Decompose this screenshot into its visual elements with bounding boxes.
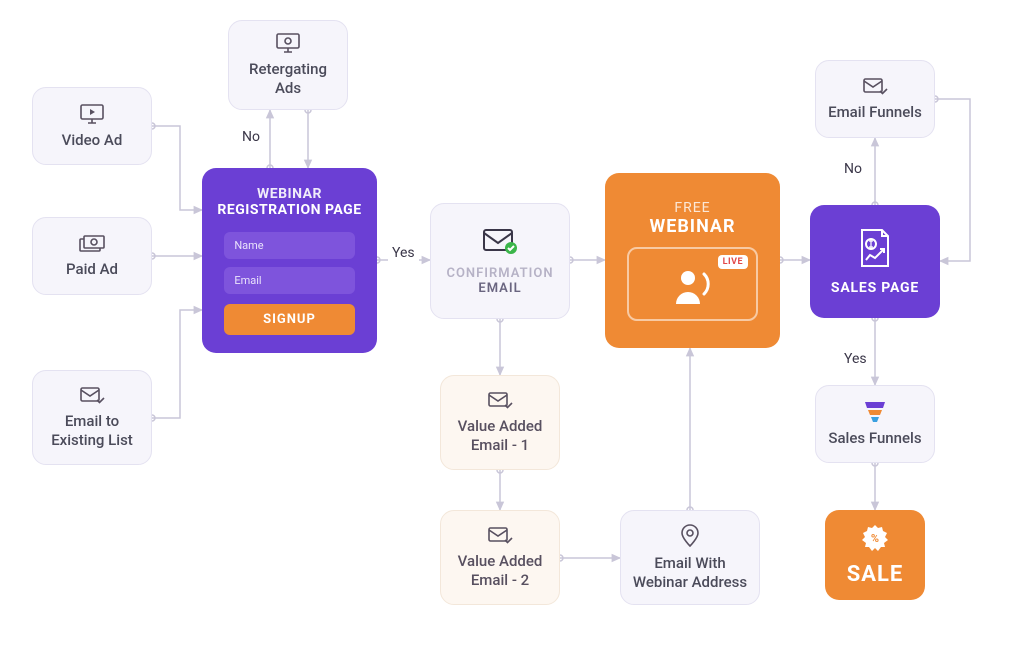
edge-label: No bbox=[840, 160, 866, 178]
node-video-ad: Video Ad bbox=[32, 87, 152, 165]
node-paid-ad: Paid Ad bbox=[32, 217, 152, 295]
node-registration: WEBINAR REGISTRATION PAGE Name Email SIG… bbox=[202, 168, 377, 353]
node-title-1: FREE bbox=[674, 200, 710, 216]
mail-check-icon bbox=[862, 77, 888, 97]
node-title-2: WEBINAR bbox=[649, 216, 735, 237]
node-sale: % SALE bbox=[825, 510, 925, 600]
node-label: Value Added Email - 1 bbox=[449, 417, 551, 455]
mail-check-icon bbox=[487, 526, 513, 546]
node-confirmation: CONFIRMATION EMAIL bbox=[430, 203, 570, 319]
funnel-icon bbox=[864, 401, 886, 423]
mail-check-icon bbox=[487, 391, 513, 411]
node-title-2: EMAIL bbox=[478, 281, 521, 296]
node-email-funnels: Email Funnels bbox=[815, 60, 935, 138]
mail-confirm-icon bbox=[481, 226, 519, 256]
node-label: Retergating Ads bbox=[237, 60, 339, 98]
edge-label: Yes bbox=[840, 350, 871, 368]
node-email-list: Email to Existing List bbox=[32, 370, 152, 465]
node-title: SALE bbox=[847, 562, 904, 587]
live-badge: LIVE bbox=[718, 255, 748, 269]
node-label: Sales Funnels bbox=[828, 429, 921, 448]
node-label: Email With Webinar Address bbox=[629, 554, 751, 592]
badge-icon: % bbox=[861, 524, 889, 552]
node-label: Paid Ad bbox=[66, 260, 118, 279]
node-label: Video Ad bbox=[62, 131, 123, 150]
node-free-webinar: FREE WEBINAR LIVE bbox=[605, 173, 780, 348]
webinar-frame: LIVE bbox=[627, 247, 758, 321]
node-title: SALES PAGE bbox=[831, 280, 919, 296]
email-field[interactable]: Email bbox=[224, 267, 354, 294]
signup-button[interactable]: SIGNUP bbox=[224, 304, 354, 335]
node-label: Email Funnels bbox=[828, 103, 922, 122]
node-sales-page: SALES PAGE bbox=[810, 205, 940, 318]
monitor-ad-icon bbox=[79, 103, 105, 125]
presenter-icon bbox=[668, 264, 718, 304]
node-value-email-2: Value Added Email - 2 bbox=[440, 510, 560, 605]
mail-check-icon bbox=[79, 386, 105, 406]
node-value-email-1: Value Added Email - 1 bbox=[440, 375, 560, 470]
node-title-1: CONFIRMATION bbox=[446, 266, 553, 281]
node-label: Email to Existing List bbox=[41, 412, 143, 450]
flowchart-canvas: Video Ad Paid Ad Email to Existing List … bbox=[0, 0, 1024, 662]
sales-doc-icon bbox=[858, 228, 892, 268]
money-icon bbox=[78, 234, 106, 254]
edge-label: Yes bbox=[388, 244, 419, 262]
node-retarget: Retergating Ads bbox=[228, 20, 348, 110]
map-pin-icon bbox=[680, 524, 700, 548]
edge-label: No bbox=[238, 128, 264, 146]
node-title-1: WEBINAR bbox=[257, 186, 322, 202]
node-title-2: REGISTRATION PAGE bbox=[217, 202, 361, 218]
monitor-ad-icon bbox=[275, 32, 301, 54]
node-sales-funnels: Sales Funnels bbox=[815, 385, 935, 463]
node-label: Value Added Email - 2 bbox=[449, 552, 551, 590]
name-field[interactable]: Name bbox=[224, 232, 354, 259]
svg-text:%: % bbox=[871, 532, 879, 545]
node-email-address: Email With Webinar Address bbox=[620, 510, 760, 605]
